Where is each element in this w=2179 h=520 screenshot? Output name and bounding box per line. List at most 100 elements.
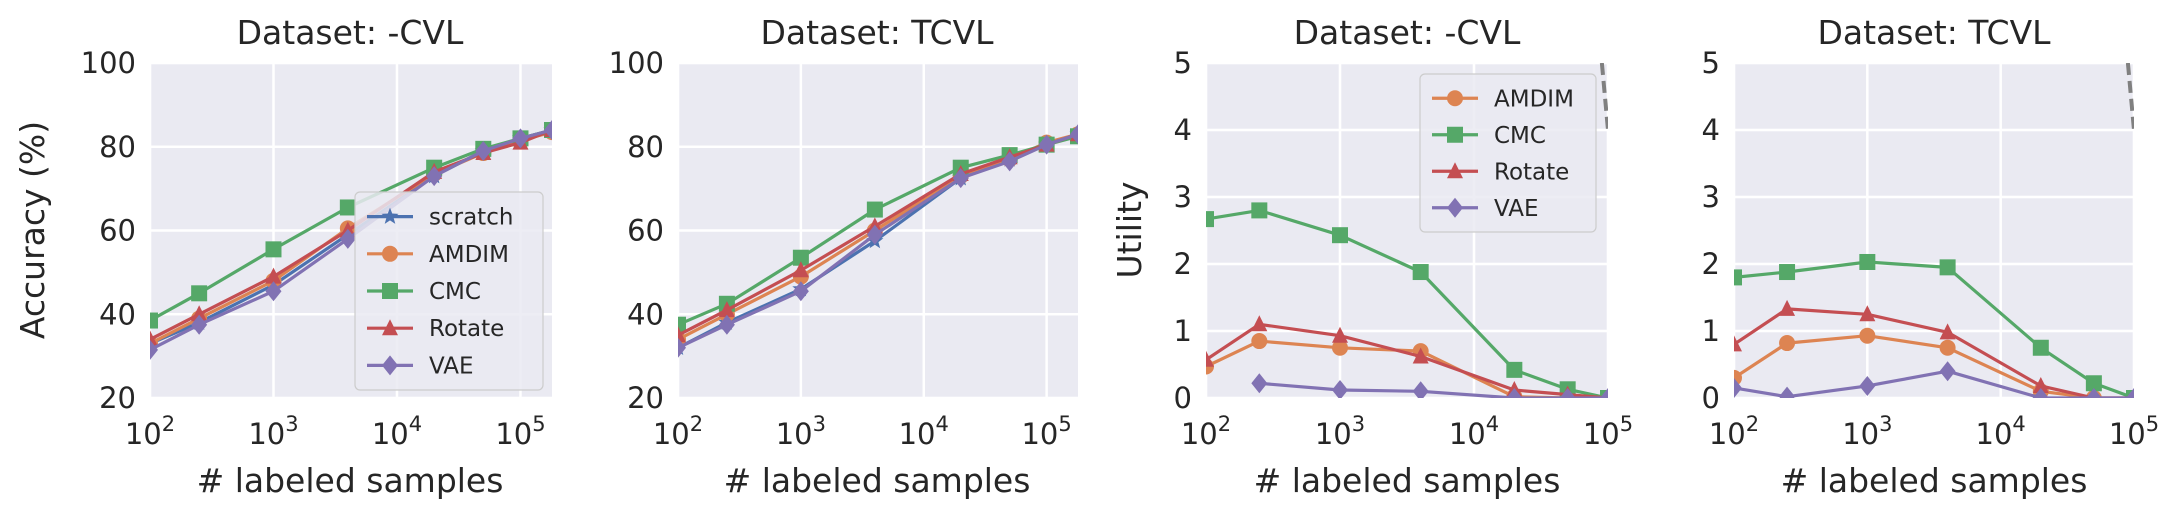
series-vae bbox=[1251, 373, 1608, 398]
data-point bbox=[1734, 335, 1742, 352]
data-point bbox=[1001, 151, 1018, 172]
y-tick-label: 20 bbox=[99, 381, 136, 415]
data-point bbox=[2126, 388, 2134, 398]
data-point bbox=[475, 140, 492, 161]
data-point bbox=[1332, 326, 1348, 343]
data-point bbox=[678, 326, 686, 343]
series-vae bbox=[678, 124, 1078, 358]
legend-label: scratch bbox=[429, 205, 513, 231]
data-point bbox=[2085, 375, 2102, 392]
x-axis-label: # labeled samples bbox=[1254, 461, 1561, 500]
x-tick-label: 104 bbox=[372, 412, 422, 451]
data-point bbox=[1939, 339, 1956, 356]
x-tick-label: 103 bbox=[1315, 412, 1365, 451]
x-tick-label: 103 bbox=[776, 412, 826, 451]
data-point bbox=[1412, 264, 1429, 281]
data-point bbox=[1251, 373, 1268, 394]
data-point bbox=[1412, 381, 1429, 398]
x-axis-label: # labeled samples bbox=[724, 461, 1031, 500]
y-tick-label: 60 bbox=[627, 214, 664, 248]
data-point bbox=[339, 228, 356, 249]
legend-label: Rotate bbox=[429, 316, 504, 342]
data-point bbox=[1600, 388, 1608, 398]
legend-marker bbox=[382, 245, 398, 262]
data-point bbox=[191, 305, 208, 322]
data-point bbox=[1939, 323, 1956, 340]
data-point bbox=[1332, 379, 1348, 398]
data-point bbox=[718, 301, 735, 318]
legend-label: Rotate bbox=[1494, 159, 1569, 185]
data-point bbox=[792, 281, 809, 302]
data-point bbox=[512, 128, 529, 149]
y-tick-label: 100 bbox=[81, 46, 136, 80]
data-point bbox=[1070, 124, 1078, 145]
legend-marker bbox=[381, 207, 399, 224]
data-point bbox=[1251, 333, 1268, 350]
legend-marker bbox=[1447, 90, 1463, 107]
panel-utility-cvl: Dataset: -CVL # labeled samples Utility … bbox=[1110, 13, 1633, 500]
series-vae bbox=[1734, 361, 2134, 398]
data-point bbox=[265, 281, 282, 302]
x-tick-label: 102 bbox=[653, 412, 703, 451]
legend-label: CMC bbox=[1494, 123, 1546, 149]
legend-marker bbox=[1447, 162, 1463, 179]
data-point bbox=[1038, 134, 1055, 155]
legend-marker bbox=[382, 355, 398, 376]
y-tick-label: 3 bbox=[1702, 180, 1720, 214]
data-point bbox=[150, 312, 158, 329]
x-tick-label: 105 bbox=[495, 412, 545, 451]
y-tick-label: 5 bbox=[1174, 46, 1192, 80]
data-point bbox=[544, 120, 552, 140]
y-tick-label: 80 bbox=[99, 130, 136, 164]
x-tick-label: 104 bbox=[1449, 412, 1499, 451]
y-tick-label: 3 bbox=[1174, 180, 1192, 214]
y-tick-label: 40 bbox=[627, 297, 664, 331]
x-tick-label: 103 bbox=[1842, 412, 1892, 451]
panel-title: Dataset: -CVL bbox=[1294, 13, 1521, 52]
panel-title: Dataset: TCVL bbox=[760, 13, 994, 52]
data-point bbox=[1559, 388, 1576, 398]
x-tick-label: 102 bbox=[1709, 412, 1759, 451]
y-tick-label: 60 bbox=[99, 214, 136, 248]
data-point bbox=[1859, 375, 1876, 396]
y-axis-label: Accuracy (%) bbox=[13, 121, 52, 339]
x-tick-label: 105 bbox=[1583, 412, 1633, 451]
data-point bbox=[1506, 388, 1523, 398]
x-tick-label: 105 bbox=[1021, 412, 1071, 451]
y-tick-label: 1 bbox=[1174, 314, 1192, 348]
panel-accuracy-tcvl: Dataset: TCVL # labeled samples 20 40 60 80… bbox=[609, 13, 1078, 500]
data-point bbox=[866, 201, 883, 218]
data-point bbox=[2085, 388, 2102, 398]
legend-label: VAE bbox=[1494, 196, 1539, 222]
panel-utility-tcvl: Dataset: TCVL # labeled samples 0 1 2 3 4 5 10… bbox=[1702, 13, 2160, 500]
legend-frame bbox=[1419, 73, 1597, 233]
data-point bbox=[2032, 388, 2049, 398]
data-point bbox=[792, 249, 809, 266]
x-tick-label: 103 bbox=[248, 412, 298, 451]
data-point bbox=[1251, 202, 1268, 219]
reference-dashed-line bbox=[1599, 63, 1608, 131]
legend-marker bbox=[382, 319, 398, 336]
plot-area bbox=[1734, 63, 2134, 398]
data-point bbox=[1332, 339, 1348, 356]
data-point bbox=[718, 314, 735, 335]
x-tick-label: 102 bbox=[1181, 412, 1231, 451]
data-point bbox=[792, 261, 809, 278]
data-point bbox=[191, 314, 208, 335]
data-point bbox=[339, 199, 356, 216]
legend-label: AMDIM bbox=[429, 242, 509, 268]
y-tick-label: 40 bbox=[99, 297, 136, 331]
legend: AMDIM CMC Rotate VAE bbox=[1419, 73, 1597, 233]
data-point bbox=[678, 337, 686, 358]
x-tick-label: 102 bbox=[125, 412, 175, 451]
data-point bbox=[866, 224, 883, 245]
x-tick-label: 104 bbox=[899, 412, 949, 451]
data-point bbox=[1734, 269, 1742, 286]
y-tick-label: 80 bbox=[627, 130, 664, 164]
legend-label: AMDIM bbox=[1494, 86, 1574, 112]
y-tick-label: 100 bbox=[609, 46, 664, 80]
data-point bbox=[265, 241, 282, 258]
data-point bbox=[1779, 335, 1796, 352]
legend-label: CMC bbox=[429, 279, 481, 305]
